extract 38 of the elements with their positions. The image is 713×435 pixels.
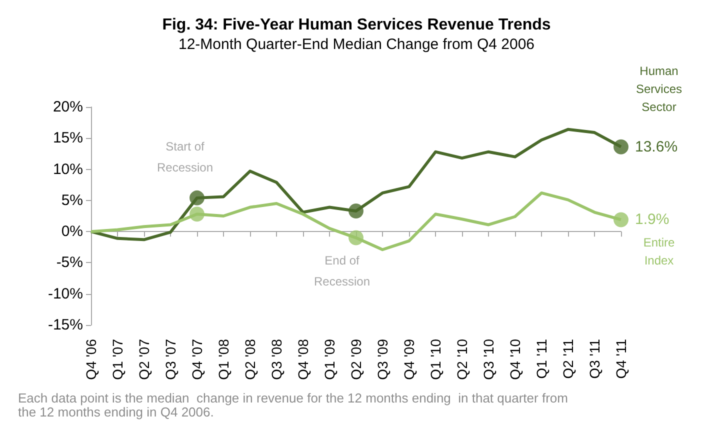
x-tick-label: Q4 '10 bbox=[507, 338, 523, 380]
x-tick-label: Q1 '08 bbox=[216, 338, 232, 380]
x-tick-label: Q1 '10 bbox=[428, 338, 444, 380]
x-tick-label: Q4 '09 bbox=[401, 338, 417, 380]
chart-subtitle: 12-Month Quarter-End Median Change from Q4 2006 bbox=[178, 36, 535, 53]
y-tick-label: 10% bbox=[52, 160, 83, 178]
x-tick-label: Q2 '09 bbox=[348, 338, 364, 380]
x-tick-label: Q3 '08 bbox=[268, 338, 284, 380]
chart-title: Fig. 34: Five-Year Human Services Revenue Trends bbox=[162, 16, 551, 34]
y-tick-label: -5% bbox=[56, 254, 83, 272]
x-tick-label: Q2 '11 bbox=[560, 338, 576, 379]
y-tick-label: 15% bbox=[52, 130, 83, 147]
x-tick-label: Q3 '07 bbox=[162, 338, 178, 380]
annotation: End of Recession bbox=[314, 253, 370, 288]
y-tick-label: 0% bbox=[61, 223, 83, 240]
x-tick-label: Q3 '11 bbox=[586, 338, 602, 379]
x-tick-label: Q3 '09 bbox=[374, 338, 390, 380]
text: Each data point is the median change in revenue for the 12 months ending in that quarter from the 12 months ending in Q4 2006. bbox=[18, 390, 568, 420]
x-tick-label: Q1 '09 bbox=[322, 338, 338, 380]
x-tick-label: Q4 '11 bbox=[613, 338, 629, 379]
y-tick-label: 5% bbox=[61, 192, 83, 209]
y-tick-label: 20% bbox=[52, 98, 83, 116]
x-tick-label: Q1 '11 bbox=[534, 338, 550, 379]
x-tick-label: Q1 '07 bbox=[110, 338, 126, 380]
y-tick-label: -10% bbox=[48, 285, 83, 302]
x-tick-label: Q4 '07 bbox=[189, 338, 205, 380]
annotation: Start of Recession bbox=[156, 139, 214, 174]
y-tick-label: -15% bbox=[48, 316, 83, 334]
text: Entire Index bbox=[643, 236, 675, 268]
x-tick-label: Q3 '10 bbox=[480, 338, 496, 380]
x-tick-label: Q4 '08 bbox=[295, 338, 311, 380]
x-tick-label: Q4 '06 bbox=[83, 338, 99, 380]
text: Human Services Sector bbox=[636, 64, 682, 114]
x-tick-label: Q2 '07 bbox=[136, 338, 152, 380]
x-tick-label: Q2 '10 bbox=[454, 338, 470, 380]
x-tick-label: Q2 '08 bbox=[242, 338, 258, 380]
data-label: 13.6% bbox=[635, 138, 678, 156]
data-label: 1.9% bbox=[635, 211, 670, 228]
